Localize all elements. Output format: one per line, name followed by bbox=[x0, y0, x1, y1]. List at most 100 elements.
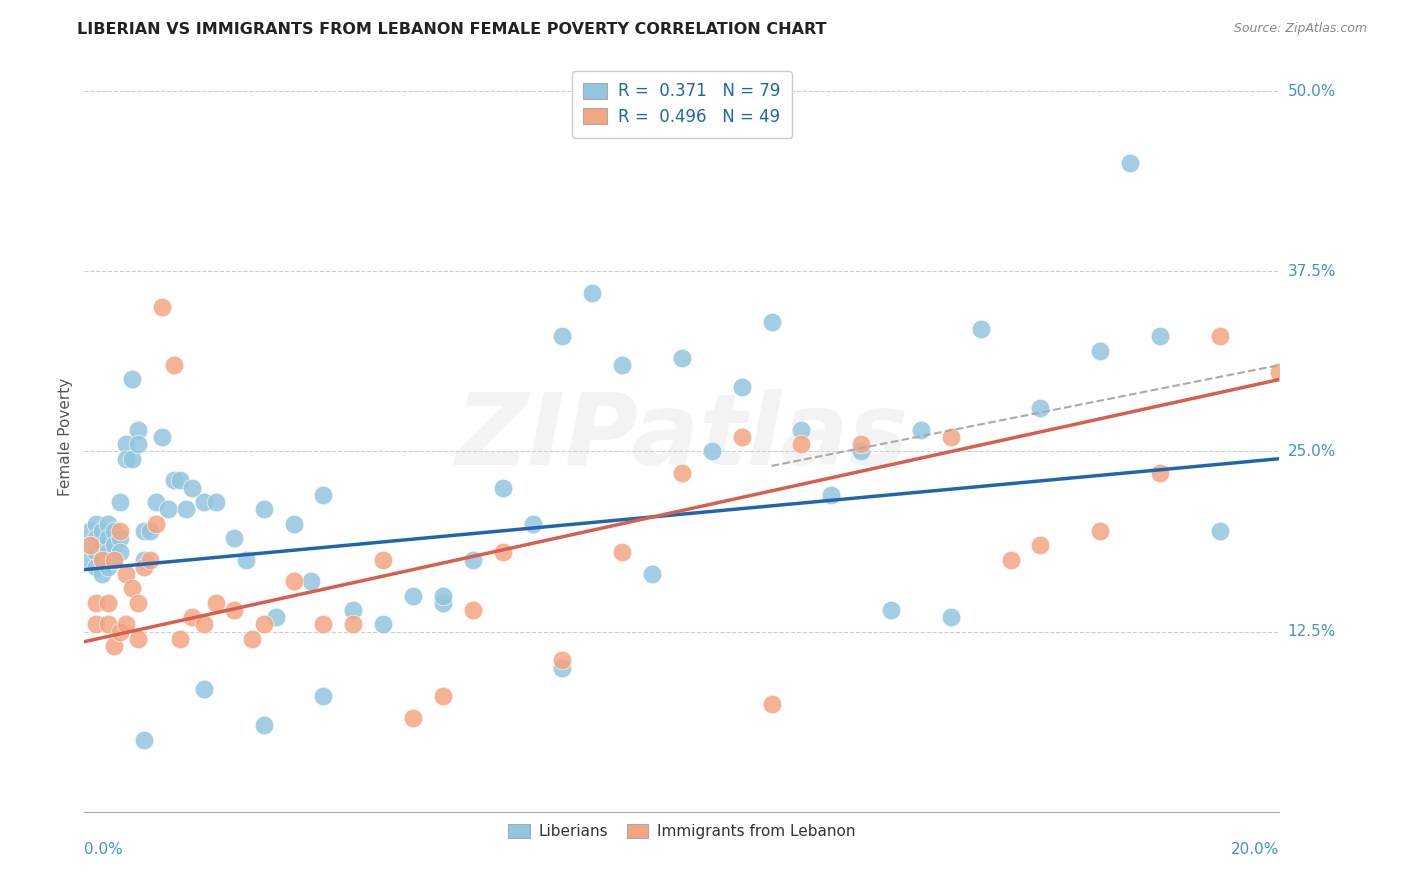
Point bbox=[671, 351, 693, 365]
Point bbox=[103, 639, 125, 653]
Point bbox=[761, 315, 783, 329]
Point bbox=[222, 603, 245, 617]
Point bbox=[1119, 156, 1142, 170]
Point bbox=[193, 495, 215, 509]
Point bbox=[132, 732, 156, 747]
Point bbox=[174, 502, 197, 516]
Point bbox=[181, 481, 204, 495]
Point bbox=[205, 596, 228, 610]
Point bbox=[939, 610, 962, 624]
Point bbox=[139, 552, 162, 566]
Point bbox=[1090, 524, 1112, 538]
Point bbox=[939, 430, 962, 444]
Point bbox=[253, 617, 276, 632]
Point bbox=[127, 632, 149, 646]
Point bbox=[132, 524, 156, 538]
Legend: Liberians, Immigrants from Lebanon: Liberians, Immigrants from Lebanon bbox=[502, 818, 862, 846]
Point bbox=[193, 682, 215, 697]
Point bbox=[97, 559, 120, 574]
Point bbox=[115, 451, 138, 466]
Point bbox=[181, 610, 204, 624]
Point bbox=[103, 524, 125, 538]
Point bbox=[373, 617, 395, 632]
Point bbox=[432, 690, 454, 704]
Point bbox=[110, 495, 132, 509]
Point bbox=[86, 516, 108, 531]
Point bbox=[110, 624, 132, 639]
Point bbox=[790, 423, 813, 437]
Point bbox=[86, 559, 108, 574]
Point bbox=[110, 545, 132, 559]
Point bbox=[910, 423, 932, 437]
Point bbox=[342, 603, 364, 617]
Point bbox=[91, 538, 114, 552]
Point bbox=[731, 430, 754, 444]
Point bbox=[193, 617, 215, 632]
Point bbox=[91, 552, 114, 566]
Point bbox=[103, 538, 125, 552]
Point bbox=[240, 632, 263, 646]
Text: Source: ZipAtlas.com: Source: ZipAtlas.com bbox=[1233, 22, 1367, 36]
Text: 20.0%: 20.0% bbox=[1232, 842, 1279, 857]
Point bbox=[312, 690, 335, 704]
Point bbox=[342, 617, 364, 632]
Point bbox=[671, 466, 693, 480]
Point bbox=[97, 531, 120, 545]
Point bbox=[110, 531, 132, 545]
Point bbox=[222, 531, 245, 545]
Point bbox=[1090, 343, 1112, 358]
Point bbox=[312, 617, 335, 632]
Point bbox=[551, 653, 574, 667]
Point bbox=[731, 379, 754, 393]
Point bbox=[492, 481, 515, 495]
Text: 12.5%: 12.5% bbox=[1288, 624, 1336, 639]
Y-axis label: Female Poverty: Female Poverty bbox=[58, 378, 73, 496]
Point bbox=[264, 610, 287, 624]
Point bbox=[820, 488, 842, 502]
Point bbox=[163, 473, 186, 487]
Point bbox=[79, 524, 101, 538]
Point bbox=[97, 596, 120, 610]
Point bbox=[150, 301, 173, 315]
Point bbox=[1209, 524, 1232, 538]
Text: 50.0%: 50.0% bbox=[1288, 84, 1336, 99]
Point bbox=[641, 566, 664, 581]
Point bbox=[79, 538, 101, 552]
Point bbox=[253, 718, 276, 732]
Point bbox=[97, 545, 120, 559]
Point bbox=[132, 552, 156, 566]
Point bbox=[127, 423, 149, 437]
Point bbox=[1149, 466, 1171, 480]
Point bbox=[91, 566, 114, 581]
Point bbox=[145, 495, 167, 509]
Point bbox=[235, 552, 257, 566]
Point bbox=[115, 437, 138, 451]
Point bbox=[1209, 329, 1232, 343]
Point bbox=[86, 531, 108, 545]
Point bbox=[581, 285, 603, 300]
Point bbox=[880, 603, 903, 617]
Point bbox=[700, 444, 723, 458]
Point bbox=[86, 545, 108, 559]
Point bbox=[301, 574, 323, 589]
Point bbox=[91, 524, 114, 538]
Point bbox=[121, 451, 143, 466]
Point bbox=[86, 617, 108, 632]
Text: 37.5%: 37.5% bbox=[1288, 264, 1336, 279]
Point bbox=[492, 545, 515, 559]
Point bbox=[103, 552, 125, 566]
Point bbox=[551, 329, 574, 343]
Point bbox=[121, 372, 143, 386]
Point bbox=[970, 322, 993, 336]
Point bbox=[132, 559, 156, 574]
Point bbox=[1268, 365, 1291, 379]
Point bbox=[110, 524, 132, 538]
Point bbox=[461, 603, 484, 617]
Point bbox=[1000, 552, 1022, 566]
Text: ZIPatlas: ZIPatlas bbox=[456, 389, 908, 485]
Point bbox=[115, 566, 138, 581]
Text: 0.0%: 0.0% bbox=[84, 842, 124, 857]
Point bbox=[169, 632, 191, 646]
Text: 25.0%: 25.0% bbox=[1288, 444, 1336, 459]
Point bbox=[205, 495, 228, 509]
